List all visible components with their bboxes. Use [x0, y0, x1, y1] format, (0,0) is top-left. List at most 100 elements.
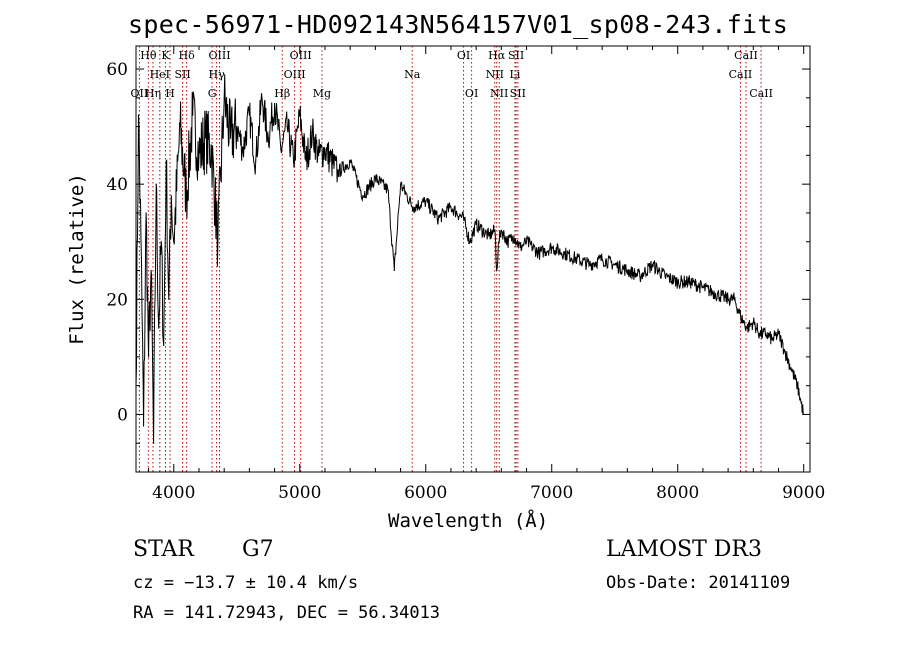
data-point: [399, 183, 402, 185]
data-point: [784, 350, 786, 352]
data-point: [255, 160, 257, 162]
data-point: [349, 160, 351, 162]
line-label: CaII: [729, 68, 753, 81]
data-point: [163, 344, 165, 346]
data-point: [496, 269, 498, 272]
data-point: [185, 195, 187, 197]
x-tick-label: 4000: [152, 483, 195, 503]
data-point: [790, 367, 792, 369]
data-point: [158, 327, 160, 329]
data-point: [336, 172, 339, 174]
data-point: [651, 264, 654, 266]
data-point: [500, 229, 502, 231]
data-point: [714, 292, 717, 295]
line-label: OIII: [290, 49, 312, 62]
chart-title: spec-56971-HD092143N564157V01_sp08-243.f…: [128, 10, 789, 39]
data-point: [387, 189, 389, 191]
data-point: [538, 252, 540, 254]
data-point: [475, 223, 477, 226]
data-point: [412, 206, 414, 208]
data-point: [450, 206, 452, 208]
line-label: OIII: [208, 49, 230, 62]
data-point: [299, 114, 301, 116]
data-point: [267, 137, 269, 139]
line-label: Hδ: [179, 49, 196, 62]
data-point: [551, 246, 553, 249]
data-point: [702, 287, 704, 289]
line-label: G: [208, 87, 217, 100]
y-tick-label: 0: [117, 405, 128, 425]
y-axis-label: Flux (relative): [66, 173, 88, 345]
line-label: OIII: [284, 68, 306, 81]
data-point: [198, 154, 200, 156]
data-point: [746, 327, 748, 329]
data-point: [752, 321, 754, 323]
coordinates: RA = 141.72943, DEC = 56.34013: [133, 603, 441, 623]
x-tick-label: 6000: [404, 483, 447, 503]
data-point: [664, 275, 666, 277]
data-point: [759, 333, 761, 335]
data-point: [145, 212, 147, 214]
line-label: CaII: [734, 49, 758, 62]
data-point: [488, 235, 490, 237]
data-point: [437, 218, 439, 220]
data-point: [733, 298, 736, 300]
data-point: [324, 149, 326, 151]
data-point: [494, 229, 496, 231]
data-point: [170, 195, 172, 197]
data-point: [273, 102, 276, 105]
line-label: NII: [486, 68, 504, 81]
y-tick-label: 60: [106, 60, 128, 80]
data-point: [137, 114, 140, 116]
data-point: [140, 241, 142, 243]
line-label: SII: [508, 49, 524, 62]
object-subclass: G7: [242, 537, 274, 562]
data-point: [639, 275, 641, 277]
data-point: [229, 137, 232, 139]
data-point: [150, 269, 152, 272]
data-point: [204, 137, 206, 139]
data-point: [601, 258, 603, 260]
data-point: [217, 241, 219, 243]
line-label: OI: [465, 87, 478, 100]
data-point: [223, 97, 225, 99]
data-point: [168, 298, 170, 300]
data-point: [800, 402, 802, 404]
data-point: [155, 183, 157, 185]
line-label: SII: [510, 87, 526, 100]
data-point: [519, 246, 521, 249]
x-axis-label: Wavelength (Å): [388, 510, 549, 532]
data-point: [142, 425, 145, 427]
survey-name: LAMOST DR3: [606, 537, 762, 562]
line-label: OII: [131, 87, 149, 100]
data-point: [318, 154, 320, 156]
object-class: STAR: [133, 537, 194, 562]
data-point: [210, 149, 213, 151]
data-point: [173, 241, 175, 243]
data-point: [179, 125, 181, 128]
data-point: [689, 281, 691, 283]
data-point: [286, 125, 288, 128]
line-label: Hθ: [140, 49, 157, 62]
observation-date: Obs-Date: 20141109: [606, 573, 791, 593]
line-label: HeI: [150, 68, 170, 81]
data-point: [165, 160, 167, 162]
data-point: [576, 258, 578, 260]
spectrum-line: [135, 74, 805, 444]
data-point: [727, 298, 729, 300]
line-label: CaII: [749, 87, 773, 100]
data-point: [292, 160, 295, 162]
axis-ticks: 4000 5000 6000 7000 8000 9000 0 20 40 60: [106, 46, 825, 503]
data-point: [777, 333, 780, 335]
line-labels: OII Hθ Hη HeI K H SII Hδ G Hγ OIII Hβ OIII OIII Mg Na OI…: [131, 49, 773, 100]
data-point: [614, 264, 616, 266]
line-label: Hβ: [274, 87, 290, 100]
data-point: [248, 114, 250, 116]
data-point: [393, 269, 395, 272]
data-point: [563, 252, 565, 254]
data-point: [469, 241, 471, 243]
redshift-value: cz = −13.7 ± 10.4 km/s: [133, 573, 359, 593]
line-label: H: [165, 87, 175, 100]
